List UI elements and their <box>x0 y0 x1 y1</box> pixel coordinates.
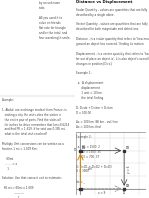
Bar <box>79 149 82 152</box>
Text: Δx0: Δx0 <box>88 167 93 171</box>
Bar <box>123 149 125 152</box>
Text: y = 6: y = 6 <box>127 166 131 173</box>
Text: D1: D1 <box>82 146 86 150</box>
Text: Example:

1. Abdul, are exchange student from France, is
   visiting a city. He : Example: 1. Abdul, are exchange student … <box>2 98 78 198</box>
Text: by an unknown
ratio.

All you used it to
solve on friends
flat rate for triangle: by an unknown ratio. All you used it to … <box>39 1 70 40</box>
Bar <box>79 188 82 190</box>
Bar <box>123 188 125 190</box>
Text: 10: 10 <box>123 191 126 195</box>
Text: Scalar Quantity - values are quantities that are fully
described by a single alo: Scalar Quantity - values are quantities … <box>76 8 149 183</box>
Text: 10: 10 <box>74 148 77 152</box>
Text: Distance vs Displacement: Distance vs Displacement <box>76 0 132 4</box>
Polygon shape <box>0 0 71 95</box>
Text: x = 9: x = 9 <box>98 191 105 195</box>
Text: D2: D2 <box>126 146 130 150</box>
Text: D3: D3 <box>126 184 130 188</box>
